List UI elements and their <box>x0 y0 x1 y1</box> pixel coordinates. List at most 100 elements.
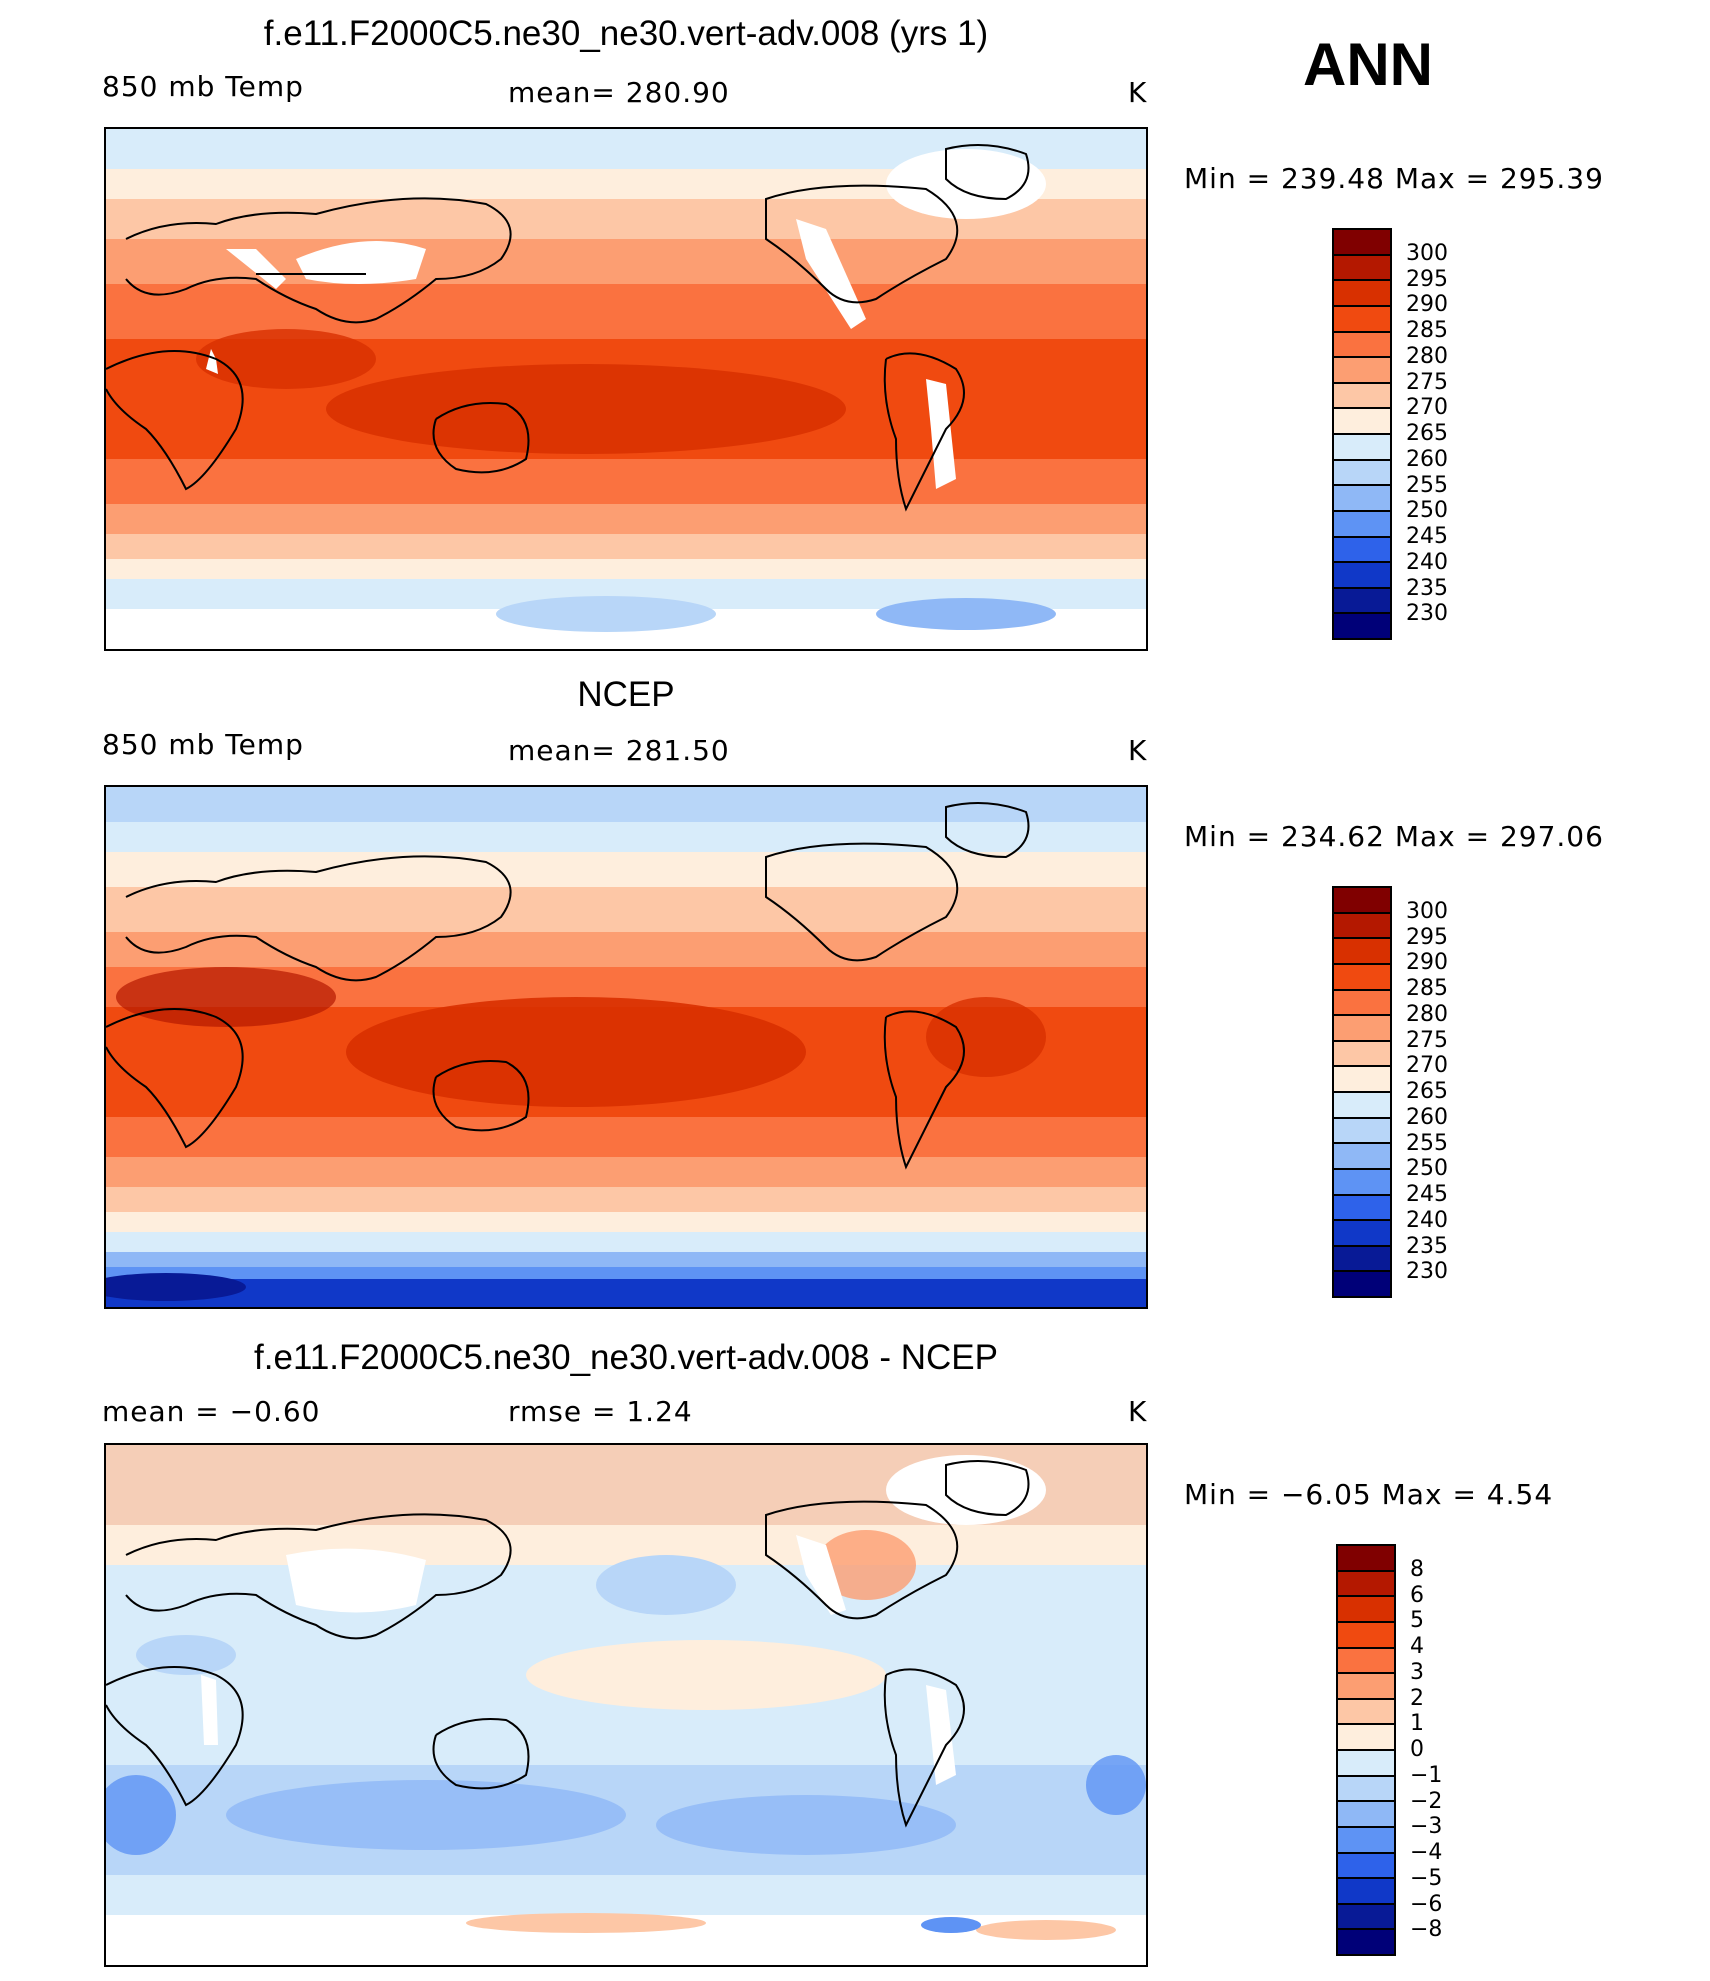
panel3-rmse-label: rmse = 1.24 <box>508 1395 693 1428</box>
colorbar-tick-label: 275 <box>1406 1027 1448 1053</box>
colorbar-tick-label: 1 <box>1410 1711 1424 1737</box>
panel3-title: f.e11.F2000C5.ne30_ne30.vert-adv.008 - N… <box>254 1338 998 1377</box>
panel1-mean-label: mean= 280.90 <box>508 76 730 109</box>
colorbar-tick-label: 235 <box>1406 575 1448 601</box>
panel2-colorbar-swatch <box>1334 1195 1390 1222</box>
panel3-colorbar-swatch <box>1338 1597 1394 1623</box>
panel1-title: f.e11.F2000C5.ne30_ne30.vert-adv.008 (yr… <box>263 14 989 53</box>
panel3-colorbar-swatch <box>1338 1699 1394 1726</box>
season-label: ANN <box>1303 31 1433 98</box>
panel2-colorbar-swatch <box>1334 1067 1390 1093</box>
panel2-map-svg <box>106 787 1146 1307</box>
colorbar-tick-label: −5 <box>1410 1865 1443 1891</box>
panel1-colorbar-swatch <box>1334 486 1390 512</box>
colorbar-tick-label: 300 <box>1406 240 1448 266</box>
colorbar-tick-label: −6 <box>1410 1891 1443 1917</box>
colorbar-tick-label: −1 <box>1410 1762 1443 1788</box>
panel3-colorbar-swatch <box>1338 1648 1394 1675</box>
panel3-mean-label: mean = −0.60 <box>102 1395 321 1428</box>
colorbar-tick-label: 8 <box>1410 1556 1424 1582</box>
colorbar-tick-label: 2 <box>1410 1685 1424 1711</box>
colorbar-tick-label: 270 <box>1406 1053 1448 1079</box>
panel1-colorbar-swatch <box>1334 383 1390 410</box>
panel2-colorbar-swatch <box>1334 964 1390 991</box>
panel3-colorbar <box>1336 1544 1396 1956</box>
colorbar-tick-label: −2 <box>1410 1788 1443 1814</box>
panel2-colorbar-swatch <box>1334 990 1390 1017</box>
panel2-colorbar-swatch <box>1334 1144 1390 1170</box>
colorbar-tick-label: 250 <box>1406 1156 1448 1182</box>
colorbar-tick-label: 265 <box>1406 421 1448 446</box>
colorbar-tick-label: 280 <box>1406 1001 1448 1027</box>
colorbar-tick-label: −4 <box>1410 1840 1443 1865</box>
colorbar-tick-label: 235 <box>1406 1233 1448 1259</box>
panel3-map-svg <box>106 1445 1146 1965</box>
colorbar-tick-label: 230 <box>1406 601 1448 627</box>
panel1-colorbar-swatch <box>1334 511 1390 538</box>
colorbar-tick-label: 250 <box>1406 498 1448 524</box>
panel2-units-label: K <box>1128 734 1148 767</box>
colorbar-tick-label: 4 <box>1410 1634 1424 1659</box>
panel1-colorbar-swatch <box>1334 230 1390 256</box>
panel2-colorbar-swatch <box>1334 1118 1390 1145</box>
panel1-colorbar-swatch <box>1334 281 1390 307</box>
colorbar-tick-label: 300 <box>1406 898 1448 924</box>
panel3-colorbar-swatch <box>1338 1546 1394 1572</box>
colorbar-tick-label: 255 <box>1406 472 1448 498</box>
colorbar-tick-label: 245 <box>1406 1182 1448 1207</box>
panel3-colorbar-swatch <box>1338 1571 1394 1598</box>
panel1-colorbar-swatch <box>1334 255 1390 282</box>
panel2-colorbar-swatch <box>1334 1169 1390 1196</box>
panel1-colorbar-swatch <box>1334 435 1390 461</box>
panel3-colorbar-swatch <box>1338 1802 1394 1828</box>
colorbar-tick-label: −8 <box>1410 1917 1443 1943</box>
panel3-colorbar-swatch <box>1338 1904 1394 1931</box>
panel3-minmax-label: Min = −6.05 Max = 4.54 <box>1184 1478 1554 1511</box>
panel1-colorbar <box>1332 228 1392 640</box>
colorbar-tick-label: 240 <box>1406 549 1448 575</box>
panel2-map <box>104 785 1148 1309</box>
panel3-colorbar-swatch <box>1338 1674 1394 1700</box>
panel2-colorbar-swatch <box>1334 913 1390 940</box>
colorbar-tick-label: 0 <box>1410 1737 1424 1762</box>
colorbar-tick-label: 230 <box>1406 1259 1448 1285</box>
panel1-variable-label: 850 mb Temp <box>102 70 304 103</box>
panel1-map-svg <box>106 129 1146 649</box>
panel3-colorbar-swatch <box>1338 1622 1394 1649</box>
panel2-colorbar-swatch <box>1334 1246 1390 1273</box>
colorbar-tick-label: 295 <box>1406 266 1448 292</box>
panel3-map <box>104 1443 1148 1967</box>
colorbar-tick-label: 255 <box>1406 1130 1448 1156</box>
panel3-colorbar-swatch <box>1338 1879 1394 1905</box>
panel1-colorbar-swatch <box>1334 537 1390 564</box>
colorbar-tick-label: 5 <box>1410 1608 1424 1634</box>
panel3-colorbar-swatch <box>1338 1751 1394 1777</box>
colorbar-tick-label: 6 <box>1410 1582 1424 1608</box>
panel2-colorbar-swatch <box>1334 939 1390 965</box>
panel2-mean-label: mean= 281.50 <box>508 734 730 767</box>
colorbar-tick-label: 285 <box>1406 318 1448 343</box>
panel2-colorbar-swatch <box>1334 1272 1390 1296</box>
panel1-colorbar-swatch <box>1334 563 1390 589</box>
panel1-map <box>104 127 1148 651</box>
panel2-colorbar <box>1332 886 1392 1298</box>
panel2-minmax-label: Min = 234.62 Max = 297.06 <box>1184 820 1604 853</box>
colorbar-tick-label: 270 <box>1406 395 1448 421</box>
panel3-colorbar-swatch <box>1338 1930 1394 1954</box>
panel1-colorbar-swatch <box>1334 588 1390 615</box>
colorbar-tick-label: 275 <box>1406 369 1448 395</box>
panel2-colorbar-swatch <box>1334 1041 1390 1068</box>
panel2-colorbar-swatch <box>1334 888 1390 914</box>
colorbar-tick-label: 240 <box>1406 1207 1448 1233</box>
panel3-colorbar-swatch <box>1338 1776 1394 1803</box>
panel1-colorbar-swatch <box>1334 332 1390 359</box>
panel1-units-label: K <box>1128 76 1148 109</box>
panel2-colorbar-swatch <box>1334 1221 1390 1247</box>
colorbar-tick-label: 260 <box>1406 1104 1448 1130</box>
panel2-variable-label: 850 mb Temp <box>102 728 304 761</box>
panel3-colorbar-swatch <box>1338 1827 1394 1854</box>
colorbar-tick-label: 290 <box>1406 292 1448 318</box>
panel1-colorbar-swatch <box>1334 460 1390 487</box>
colorbar-tick-label: −3 <box>1410 1814 1443 1840</box>
panel3-colorbar-swatch <box>1338 1725 1394 1751</box>
